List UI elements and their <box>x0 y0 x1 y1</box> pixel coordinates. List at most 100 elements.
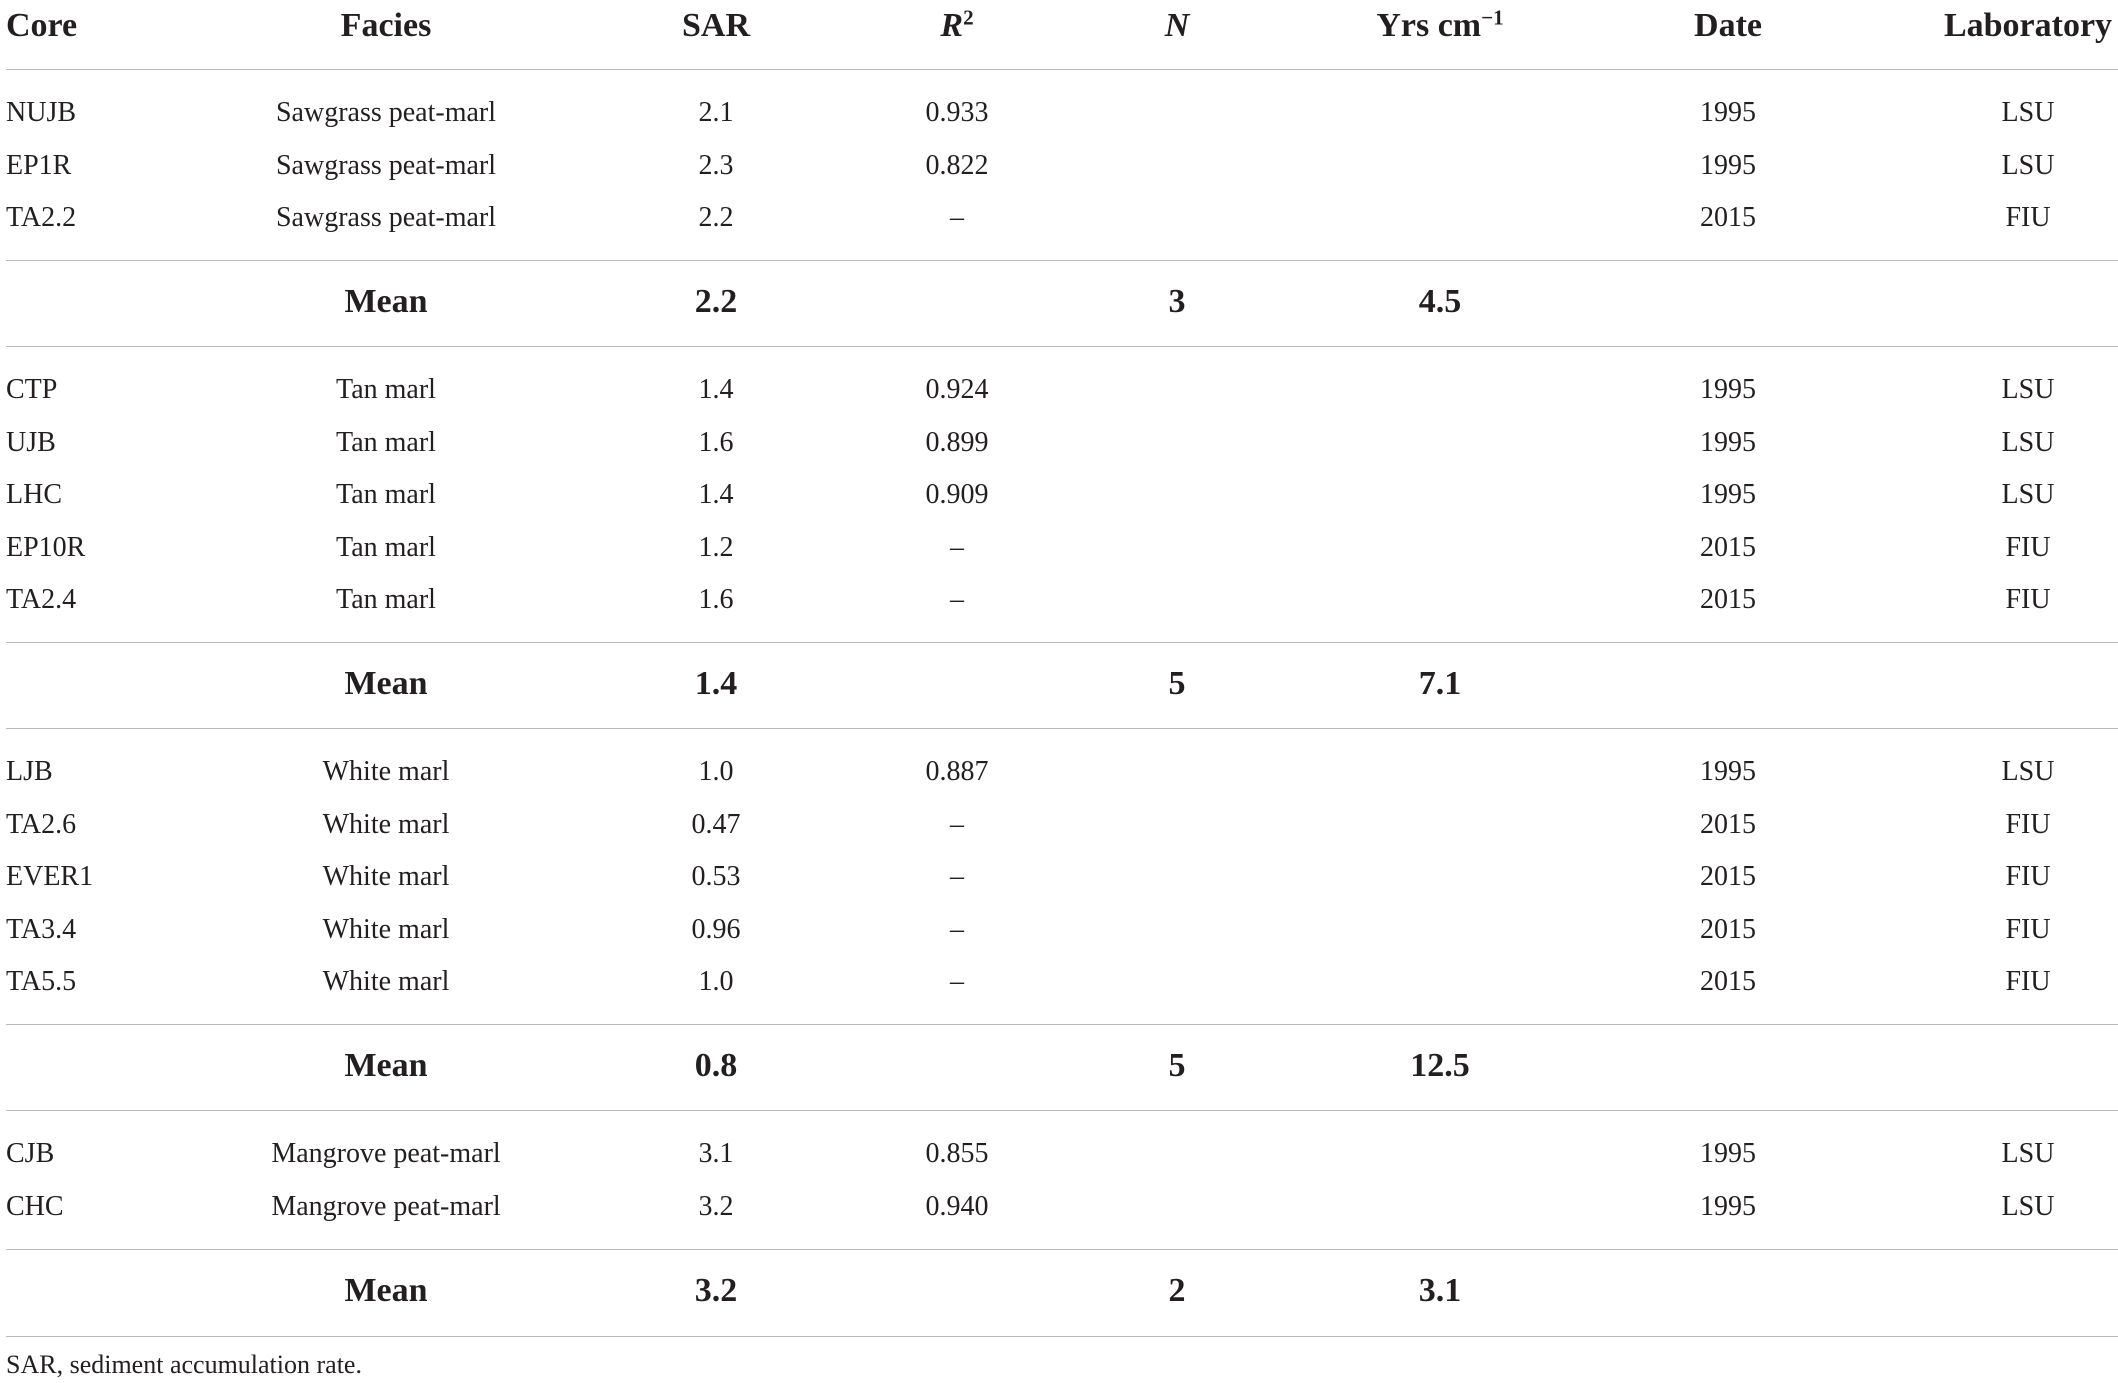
mean-sar: 0.8 <box>694 1047 738 1084</box>
cell-sar: 0.53 <box>691 861 741 892</box>
header-yrs-base: Yrs cm <box>1376 7 1482 44</box>
cell-core: UJB <box>6 427 56 458</box>
table-footnote: SAR, sediment accumulation rate. <box>6 1350 362 1379</box>
cell-sar: 1.4 <box>698 479 734 510</box>
mean-label: Mean <box>344 1272 428 1309</box>
cell-sar: 1.2 <box>698 532 734 563</box>
mean-n: 2 <box>1168 1272 1186 1309</box>
cell-facies: Mangrove peat-marl <box>271 1138 501 1169</box>
cell-date: 1995 <box>1700 97 1756 128</box>
cell-laboratory: FIU <box>2005 202 2051 233</box>
cell-core: CJB <box>6 1138 55 1169</box>
group-divider <box>6 728 2118 729</box>
table-bottom-rule <box>6 1336 2118 1337</box>
cell-core: TA2.2 <box>6 202 77 233</box>
table-row: CTP Tan marl 1.4 0.924 1995 LSU <box>0 364 2118 416</box>
cell-facies: Sawgrass peat-marl <box>275 202 497 233</box>
cell-facies: Tan marl <box>336 374 436 405</box>
cell-r2: 0.909 <box>925 479 989 510</box>
table-row: LJB White marl 1.0 0.887 1995 LSU <box>0 746 2118 798</box>
mean-n: 5 <box>1168 665 1186 702</box>
mean-row: Mean 3.2 2 3.1 <box>0 1265 2118 1317</box>
table-row: CJB Mangrove peat-marl 3.1 0.855 1995 LS… <box>0 1128 2118 1180</box>
mean-n: 3 <box>1168 283 1186 320</box>
cell-date: 1995 <box>1700 427 1756 458</box>
cell-laboratory: FIU <box>2005 532 2051 563</box>
cell-core: EP10R <box>6 532 86 563</box>
cell-date: 2015 <box>1700 202 1756 233</box>
cell-date: 2015 <box>1700 532 1756 563</box>
cell-laboratory: LSU <box>2001 427 2055 458</box>
cell-core: CHC <box>6 1191 64 1222</box>
header-r2-sup: 2 <box>963 5 974 30</box>
cell-sar: 0.96 <box>691 914 741 945</box>
cell-r2: – <box>950 861 964 892</box>
cell-core: TA2.4 <box>6 584 77 615</box>
cell-r2: 0.940 <box>925 1191 989 1222</box>
cell-sar: 1.6 <box>698 584 734 615</box>
mean-yrs: 3.1 <box>1418 1272 1462 1309</box>
cell-core: CTP <box>6 374 58 405</box>
cell-sar: 0.47 <box>691 809 741 840</box>
header-n: N <box>1164 7 1190 44</box>
mean-label: Mean <box>344 665 428 702</box>
cell-laboratory: FIU <box>2005 966 2051 997</box>
cell-laboratory: LSU <box>2001 1138 2055 1169</box>
table-row: LHC Tan marl 1.4 0.909 1995 LSU <box>0 469 2118 521</box>
header-r2-base: R <box>940 7 964 44</box>
group-divider <box>6 1249 2118 1250</box>
header-yrs: Yrs cm−1 <box>1376 0 1503 52</box>
cell-date: 2015 <box>1700 584 1756 615</box>
cell-sar: 2.1 <box>698 97 734 128</box>
table-row: UJB Tan marl 1.6 0.899 1995 LSU <box>0 417 2118 469</box>
cell-date: 2015 <box>1700 966 1756 997</box>
cell-r2: 0.887 <box>925 756 989 787</box>
cell-facies: Tan marl <box>336 427 436 458</box>
cell-facies: Tan marl <box>336 532 436 563</box>
mean-sar: 3.2 <box>694 1272 738 1309</box>
cell-sar: 3.2 <box>698 1191 734 1222</box>
cell-r2: 0.822 <box>925 150 989 181</box>
cell-sar: 3.1 <box>698 1138 734 1169</box>
group-divider <box>6 1110 2118 1111</box>
group-divider <box>6 642 2118 643</box>
table-row: CHC Mangrove peat-marl 3.2 0.940 1995 LS… <box>0 1181 2118 1233</box>
group-divider <box>6 1024 2118 1025</box>
cell-r2: 0.924 <box>925 374 989 405</box>
table-row: TA2.2 Sawgrass peat-marl 2.2 – 2015 FIU <box>0 192 2118 244</box>
cell-r2: 0.855 <box>925 1138 989 1169</box>
header-date: Date <box>1694 7 1762 44</box>
cell-facies: Sawgrass peat-marl <box>275 150 497 181</box>
cell-core: TA3.4 <box>6 914 77 945</box>
cell-sar: 2.3 <box>698 150 734 181</box>
cell-sar: 1.0 <box>698 756 734 787</box>
table-row: NUJB Sawgrass peat-marl 2.1 0.933 1995 L… <box>0 87 2118 139</box>
table-row: EP1R Sawgrass peat-marl 2.3 0.822 1995 L… <box>0 140 2118 192</box>
header-yrs-sup: −1 <box>1481 5 1504 30</box>
cell-facies: Mangrove peat-marl <box>271 1191 501 1222</box>
table-row: EVER1 White marl 0.53 – 2015 FIU <box>0 851 2118 903</box>
cell-sar: 1.0 <box>698 966 734 997</box>
cell-r2: – <box>950 809 964 840</box>
mean-label: Mean <box>344 1047 428 1084</box>
cell-r2: – <box>950 584 964 615</box>
mean-n: 5 <box>1168 1047 1186 1084</box>
cell-date: 2015 <box>1700 861 1756 892</box>
cell-date: 2015 <box>1700 809 1756 840</box>
table-row: TA2.4 Tan marl 1.6 – 2015 FIU <box>0 574 2118 626</box>
mean-yrs: 4.5 <box>1418 283 1462 320</box>
cell-r2: – <box>950 532 964 563</box>
cell-laboratory: LSU <box>2001 1191 2055 1222</box>
mean-sar: 2.2 <box>694 283 738 320</box>
cell-date: 1995 <box>1700 374 1756 405</box>
header-core: Core <box>6 7 78 44</box>
mean-row: Mean 2.2 3 4.5 <box>0 276 2118 328</box>
cell-laboratory: LSU <box>2001 756 2055 787</box>
cell-sar: 1.6 <box>698 427 734 458</box>
group-divider <box>6 346 2118 347</box>
table-row: TA3.4 White marl 0.96 – 2015 FIU <box>0 904 2118 956</box>
cell-laboratory: FIU <box>2005 809 2051 840</box>
cell-r2: – <box>950 966 964 997</box>
cell-laboratory: LSU <box>2001 150 2055 181</box>
cell-core: TA5.5 <box>6 966 77 997</box>
